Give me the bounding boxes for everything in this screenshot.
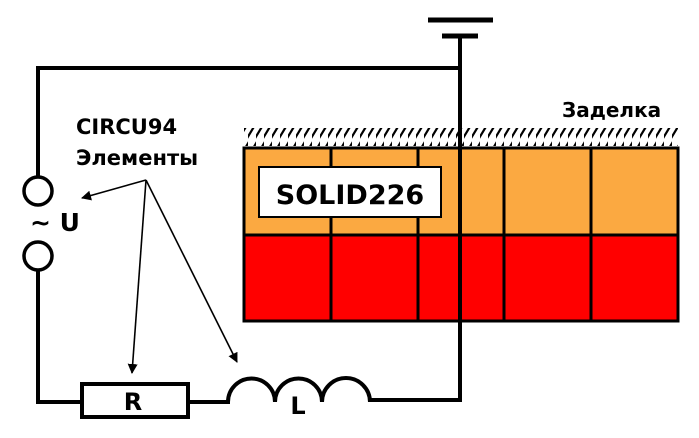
clamp-label: Заделка <box>562 98 661 122</box>
voltage-label: ~ U <box>30 208 80 237</box>
resistor-icon <box>80 382 190 419</box>
ground-icon <box>428 17 493 39</box>
solid-label: SOLID226 <box>276 180 424 211</box>
ac-source-icon <box>22 175 54 272</box>
arrow-to-inductor <box>145 179 238 363</box>
inductor-icon <box>226 376 372 403</box>
arrow-to-source <box>81 179 147 201</box>
circu-arrows <box>81 179 238 374</box>
resistor-label: R <box>124 388 142 416</box>
inductor-label: L <box>290 392 305 420</box>
arrow-to-resistor <box>127 179 147 374</box>
circuit-wires <box>36 34 462 404</box>
circu-label-line1: CIRCU94 <box>76 115 177 139</box>
solid-label-box <box>258 166 442 218</box>
circu-label-line2: Элементы <box>76 146 198 170</box>
